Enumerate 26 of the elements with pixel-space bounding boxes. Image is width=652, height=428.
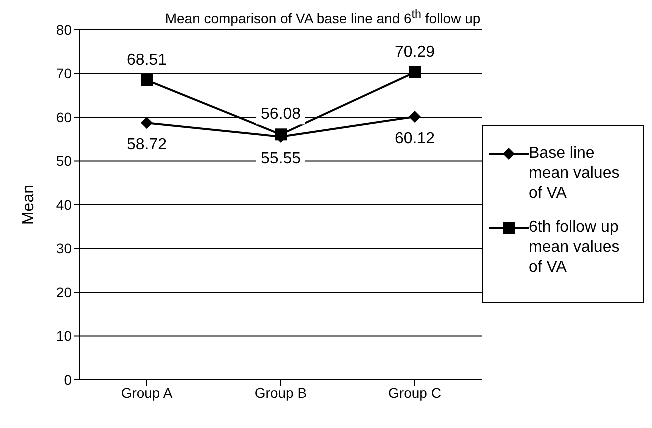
y-tick-label: 30 [56,240,72,257]
legend-label: 6th follow up mean values of VA [529,218,621,278]
y-tick-label: 70 [56,66,72,82]
y-tick-label: 40 [56,196,72,213]
y-tick-label: 80 [56,22,72,38]
y-tick-label: 50 [56,153,72,170]
data-label: 68.51 [126,52,168,69]
data-label: 70.29 [394,44,436,61]
data-label: 60.12 [394,130,436,148]
point [409,110,421,123]
y-tick-label: 60 [56,109,72,126]
legend-label: Base line mean values of VA [529,144,621,204]
x-tick-label: Group A [121,384,174,401]
y-tick-label: 20 [56,284,72,300]
data-label: 58.72 [126,136,168,154]
data-label: 56.08 [260,106,302,124]
y-axis-title: Mean [20,184,38,226]
point [141,74,153,86]
data-label: 55.55 [260,150,302,168]
y-tick-label: 0 [64,372,72,388]
x-tick-label: Group C [388,384,442,401]
x-tick-label: Group B [254,384,308,401]
y-tick-label: 10 [56,328,72,344]
point [409,66,421,78]
point [141,117,153,130]
chart-title: Mean comparison of VA base line and 6$^{th}$ follow up [164,8,482,27]
